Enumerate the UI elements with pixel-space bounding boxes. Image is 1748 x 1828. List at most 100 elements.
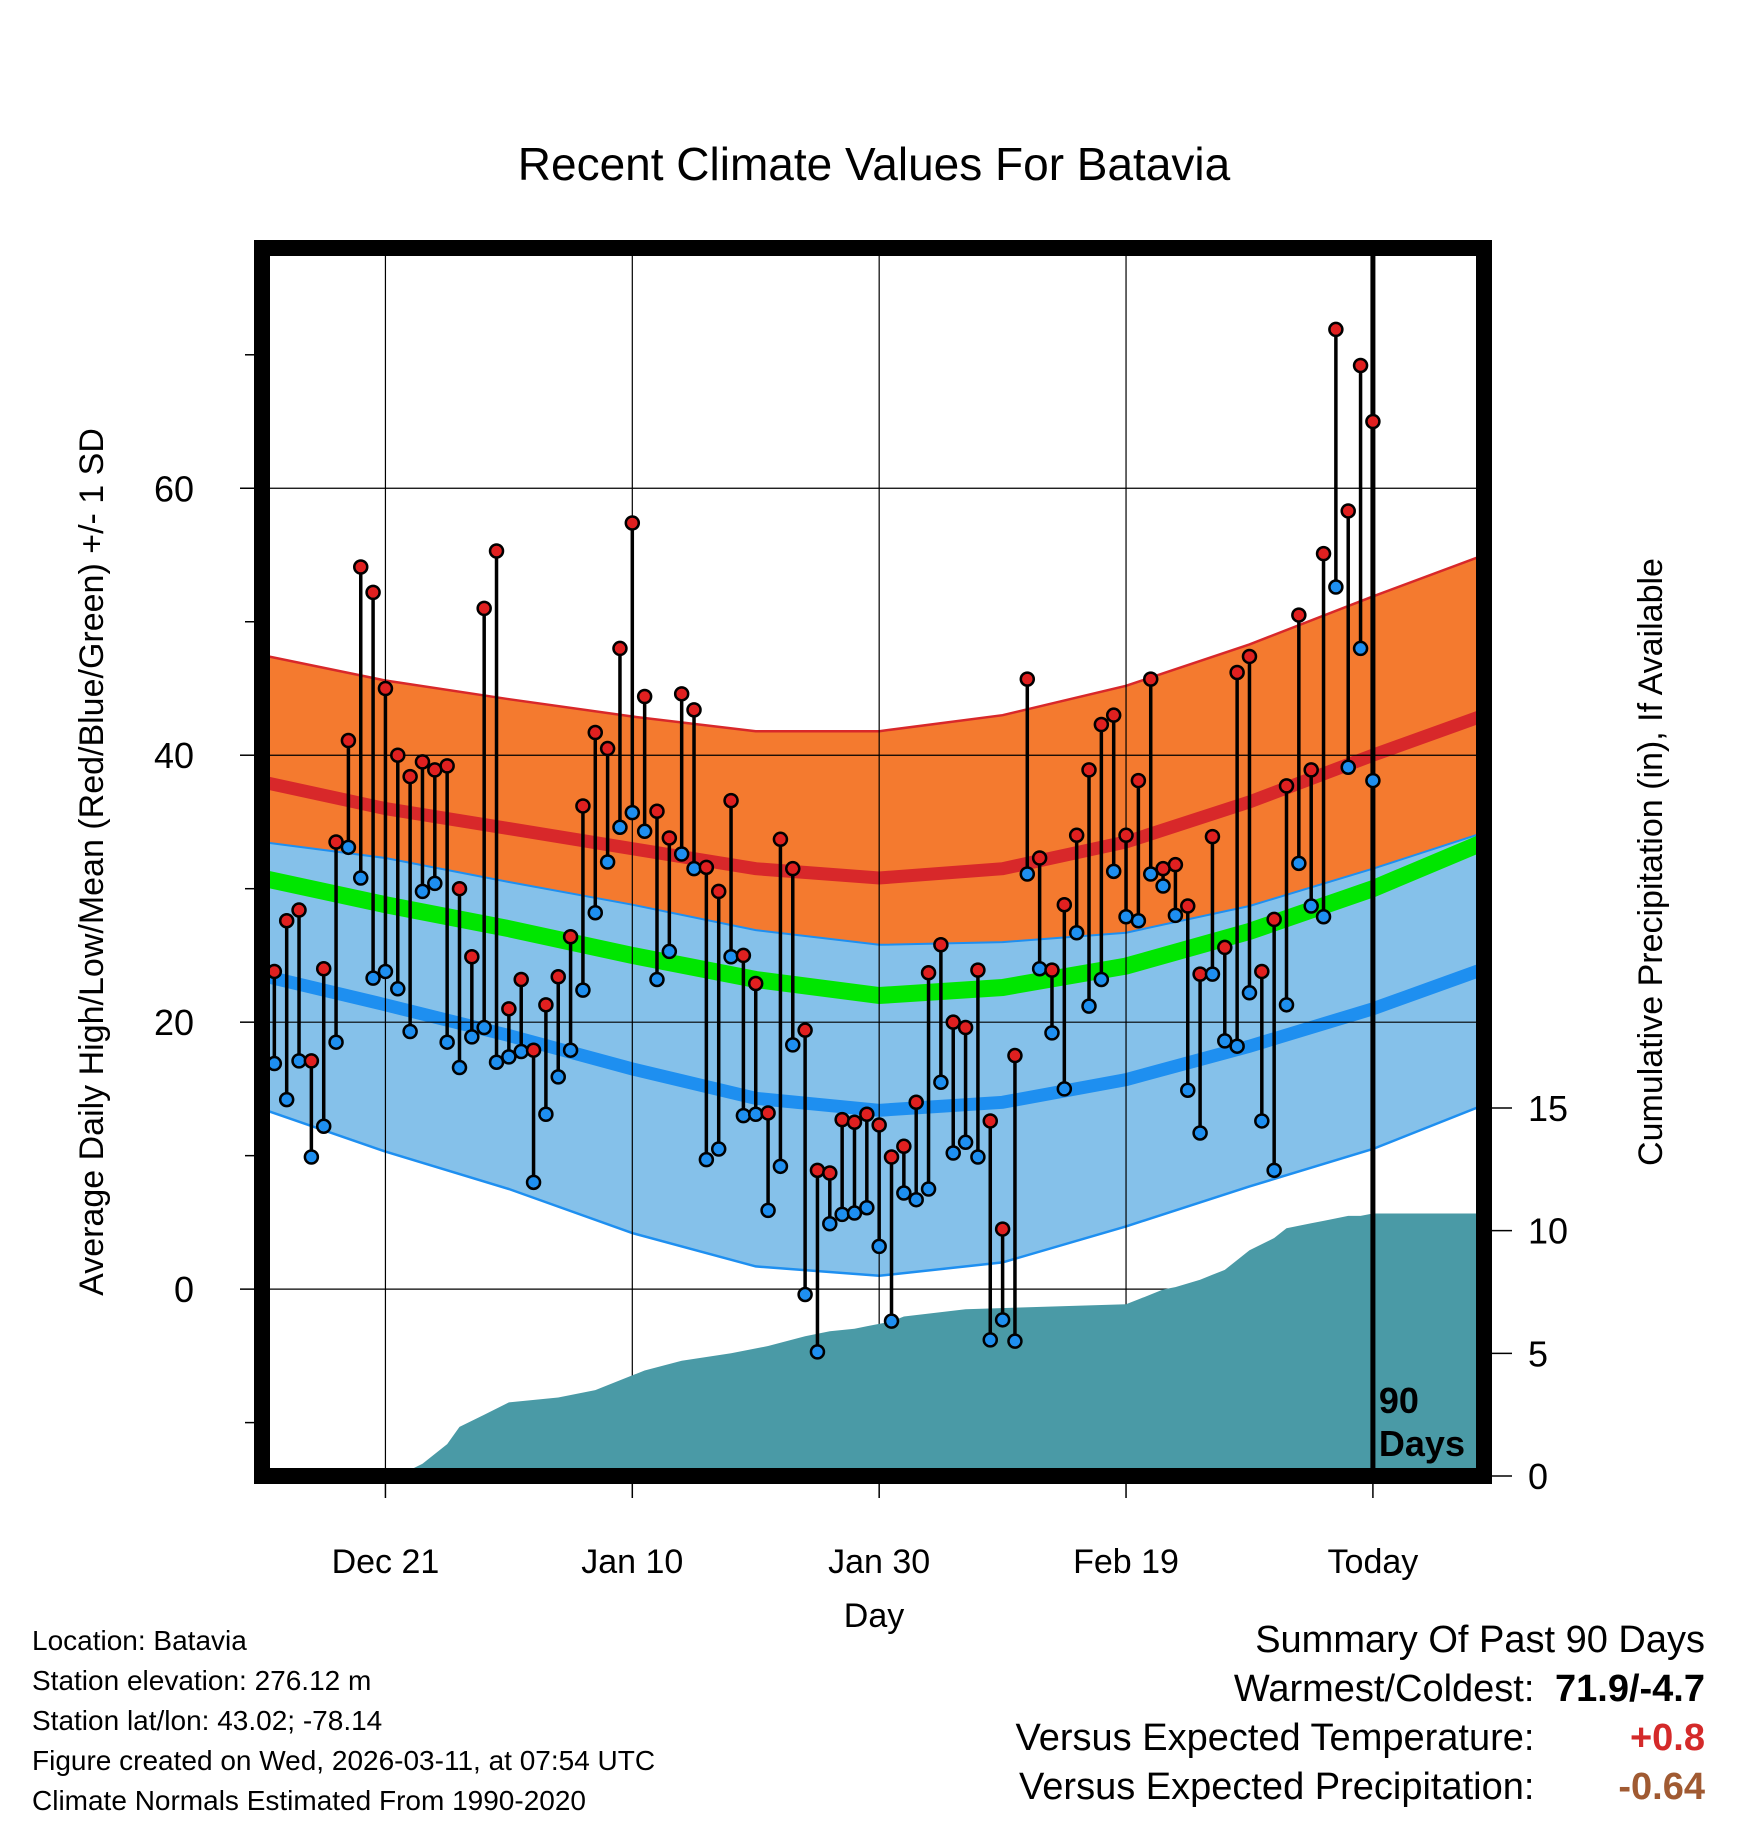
temp-row: Versus Expected Temperature: +0.8 [1016,1714,1705,1763]
warm-cold-row: Warmest/Coldest: 71.9/-4.7 [1016,1665,1705,1714]
daily-low-point [612,819,628,836]
daily-high-point [1315,545,1332,562]
daily-low-point [1155,878,1171,894]
daily-high-point [933,937,949,953]
daily-low-point [686,860,702,877]
daily-high-point [1303,762,1319,778]
daily-low-point [661,943,678,960]
temp-label: Versus Expected Temperature: [1015,1717,1535,1759]
daily-high-point [1056,896,1073,913]
daily-low-point [1068,924,1085,941]
daily-low-point [587,904,604,921]
daily-high-point [957,1019,974,1036]
daily-low-point [871,1238,887,1255]
chart-title: Recent Climate Values For Batavia [518,138,1231,190]
daily-high-point [612,640,628,657]
daily-low-point [760,1202,776,1219]
daily-low-point [1204,966,1221,982]
daily-low-point [464,1029,480,1045]
daily-low-point [982,1332,999,1348]
y-tick-label: 0 [174,1269,194,1310]
daily-high-point [994,1221,1011,1237]
daily-low-point [550,1069,566,1085]
daily-high-point [785,860,801,877]
daily-high-point [649,803,665,820]
daily-low-point [636,823,653,840]
daily-low-point [1328,579,1344,595]
normals-text: Climate Normals Estimated From 1990-2020 [32,1785,586,1816]
daily-low-point [809,1344,826,1360]
daily-low-point [315,1118,332,1135]
location-text: Location: Batavia [32,1625,247,1656]
x-tick-label: Jan 30 [828,1543,930,1581]
daily-low-point [859,1199,875,1216]
daily-high-point [822,1165,838,1181]
daily-high-point [1068,827,1085,844]
daily-high-point [1031,850,1048,866]
daily-high-point [278,912,295,929]
daily-low-point [278,1091,295,1108]
summary-title: Summary Of Past 90 Days [1255,1619,1705,1661]
daily-high-point [1204,828,1221,845]
daily-low-point [439,1034,455,1050]
daily-low-point [427,875,443,892]
daily-high-point [1365,413,1381,430]
daily-low-point [1291,855,1307,872]
daily-low-point [1180,1082,1196,1098]
daily-low-point [291,1053,307,1069]
daily-low-point [1192,1125,1208,1141]
daily-high-point [797,1022,813,1038]
daily-low-point [1031,961,1048,977]
daily-low-point [797,1286,813,1303]
daily-low-point [1105,863,1122,880]
daily-high-point [513,971,529,988]
daily-low-point [538,1106,554,1123]
daily-high-point [834,1111,850,1128]
daily-low-point [1365,772,1381,789]
daily-high-point [747,975,764,992]
daily-high-point [1291,607,1307,623]
precip-value: -0.64 [1618,1766,1705,1808]
y2-tick-label: 10 [1528,1211,1568,1252]
daily-low-point [1056,1081,1073,1097]
daily-high-point [723,792,739,809]
daily-low-point [525,1174,542,1191]
daily-high-point [1155,860,1171,877]
daily-low-point [562,1042,579,1058]
daily-high-point [377,680,394,697]
daily-low-point [1130,912,1147,929]
daily-low-point [303,1149,320,1165]
warm-cold-value: 71.9/-4.7 [1555,1668,1705,1710]
y2-tick-label: 0 [1528,1456,1548,1497]
daily-low-point [340,839,357,856]
daily-low-point [451,1059,468,1076]
y2-tick-label: 5 [1528,1333,1548,1374]
daily-high-point [846,1114,863,1131]
daily-high-point [1241,648,1258,665]
daily-low-point [896,1185,912,1201]
daily-high-point [624,515,641,531]
daily-low-point [1093,971,1110,988]
daily-high-point [328,834,344,850]
daily-high-point [538,997,554,1013]
daily-high-point [710,883,727,900]
x-tick-label: Today [1328,1543,1419,1581]
daily-low-point [945,1145,961,1161]
precip-area [262,1213,1484,1476]
daily-low-point [1044,1025,1060,1041]
daily-low-point [1142,866,1159,882]
daily-low-point [402,1023,418,1040]
daily-high-point [1093,716,1110,733]
daily-low-point [1229,1038,1245,1054]
daily-low-point [377,963,394,980]
daily-low-point [328,1034,344,1050]
daily-low-point [822,1215,838,1232]
daily-high-point [488,543,505,559]
daily-low-point [970,1149,986,1165]
daily-high-point [883,1149,900,1165]
daily-high-point [908,1094,924,1111]
daily-low-point [846,1205,863,1221]
daily-high-point [1007,1047,1023,1064]
daily-high-point [1229,664,1245,681]
